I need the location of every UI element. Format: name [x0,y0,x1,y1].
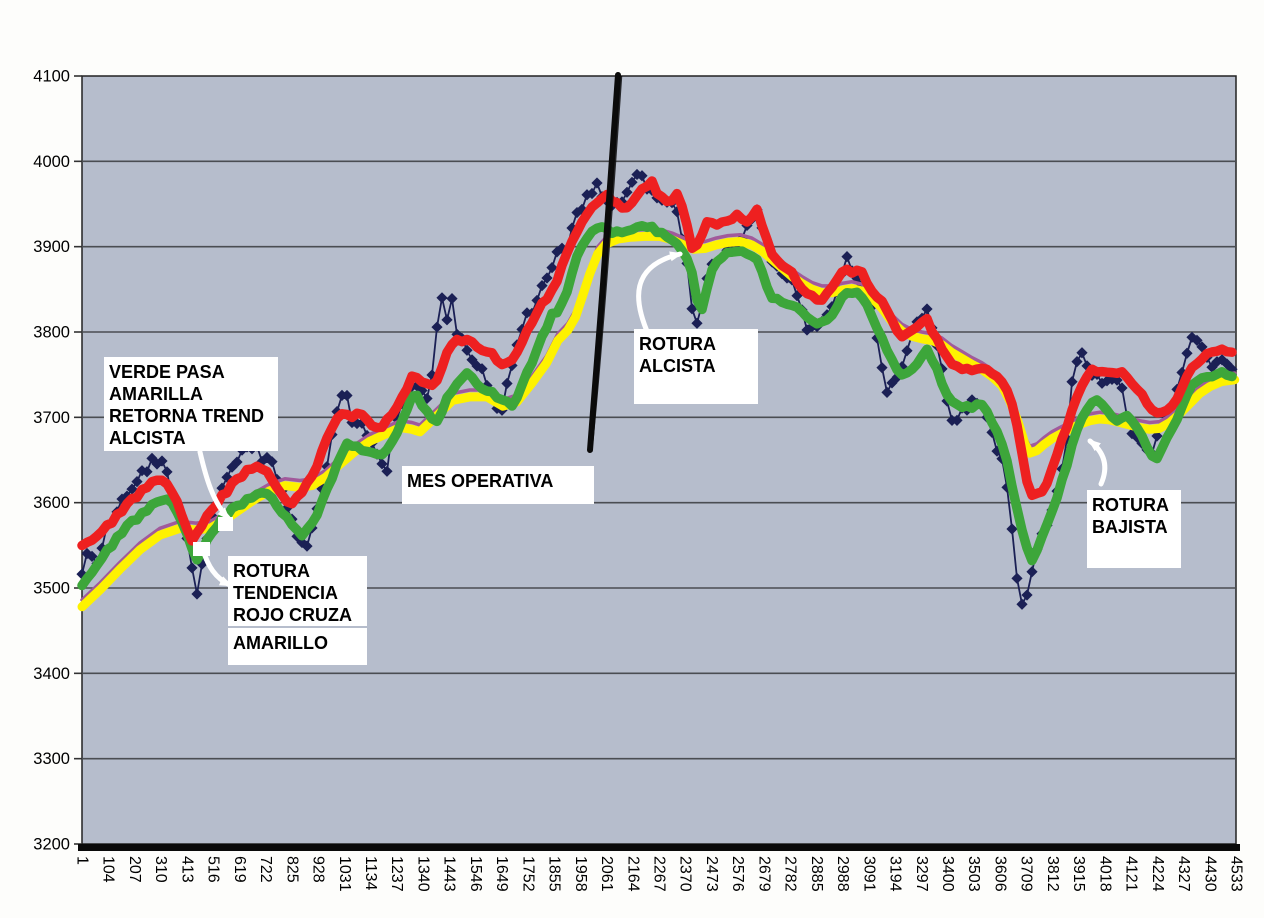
annotation-rotura-tendencia: ROTURA TENDENCIA ROJO CRUZA [228,556,367,626]
x-tick-label: 4327 [1175,856,1192,892]
x-tick-label: 1752 [519,856,536,892]
annotation-rotura-bajista: ROTURA BAJISTA [1087,490,1181,568]
x-tick-label: 3091 [860,856,877,892]
x-tick-label: 1443 [441,856,458,892]
x-tick-label: 4224 [1149,856,1166,892]
x-axis-labels: 1 104 207 310 413 516 619 722 825 928 1031 1134 1237… [74,856,1245,892]
y-tick-label: 4100 [33,68,70,86]
x-tick-label: 3194 [887,856,904,892]
x-tick-label: 1134 [362,856,379,891]
series-media-verde [77,221,1237,591]
x-tick-label: 1 [74,856,91,865]
x-tick-label: 2988 [834,856,851,892]
y-tick-label: 3400 [33,665,70,683]
x-tick-label: 928 [310,856,327,883]
x-tick-label: 619 [231,856,248,883]
x-tick-label: 1340 [414,856,431,892]
x-tick-label: 3297 [913,856,930,892]
x-tick-label: 4121 [1123,856,1140,892]
x-tick-label: 3503 [965,856,982,892]
x-tick-label: 825 [283,856,300,883]
x-tick-label: 1546 [467,856,484,892]
x-tick-label: 207 [126,856,143,883]
arrow-verde-pasa [197,449,231,521]
x-tick-label: 2473 [703,856,720,892]
x-tick-label: 4018 [1096,856,1113,892]
x-tick-label: 2576 [729,856,746,892]
white-marker-square [218,517,233,531]
x-tick-label: 2679 [755,856,772,892]
x-tick-label: 516 [205,856,222,883]
arrow-rotura-bajista [1087,438,1108,487]
y-tick-label: 3700 [33,409,70,427]
y-tick-label: 3300 [33,750,70,768]
x-tick-label: 104 [100,856,117,883]
annotation-mes-operativa: MES OPERATIVA [402,466,594,504]
x-tick-label: 4533 [1228,856,1245,892]
y-tick-label: 3600 [33,494,70,512]
x-tick-label: 4430 [1201,856,1218,892]
x-axis-line [78,844,1240,851]
y-tick-label: 3900 [33,238,70,256]
x-tick-label: 3400 [939,856,956,892]
arrow-rotura-tendencia [200,547,233,588]
x-tick-label: 1237 [388,856,405,892]
x-tick-label: 2267 [651,856,668,892]
annotation-rotura-alcista: ROTURA ALCISTA [634,329,758,404]
y-tick-label: 3500 [33,580,70,598]
x-tick-label: 1649 [493,856,510,892]
mes-operativa-hand-line [587,72,623,453]
annotation-amarillo: AMARILLO [228,628,367,665]
x-tick-label: 1855 [546,856,563,892]
y-tick-label: 4000 [33,153,70,171]
x-tick-label: 3709 [1018,856,1035,892]
x-tick-label: 2164 [624,856,641,892]
x-tick-label: 2370 [677,856,694,892]
x-tick-label: 722 [257,856,274,883]
x-tick-label: 3606 [991,856,1008,892]
x-tick-label: 1031 [336,856,353,892]
x-tick-label: 310 [152,856,169,883]
y-tick-label: 3800 [33,324,70,342]
x-tick-label: 413 [178,856,195,883]
y-tick-label: 3200 [33,836,70,854]
x-tick-label: 2061 [598,856,615,892]
x-tick-label: 1958 [572,856,589,892]
arrow-rotura-alcista [636,251,683,339]
y-axis-labels: 3200 3300 3400 3500 3600 3700 3800 3900 4000 4100 [33,68,82,854]
series-media-roja [77,176,1237,551]
x-tick-label: 2885 [808,856,825,892]
annotation-verde-pasa-amarilla: VERDE PASA AMARILLA RETORNA TREND ALCIST… [104,357,278,451]
x-tick-label: 3812 [1044,856,1061,892]
x-tick-label: 2782 [782,856,799,892]
x-tick-label: 3915 [1070,856,1087,892]
